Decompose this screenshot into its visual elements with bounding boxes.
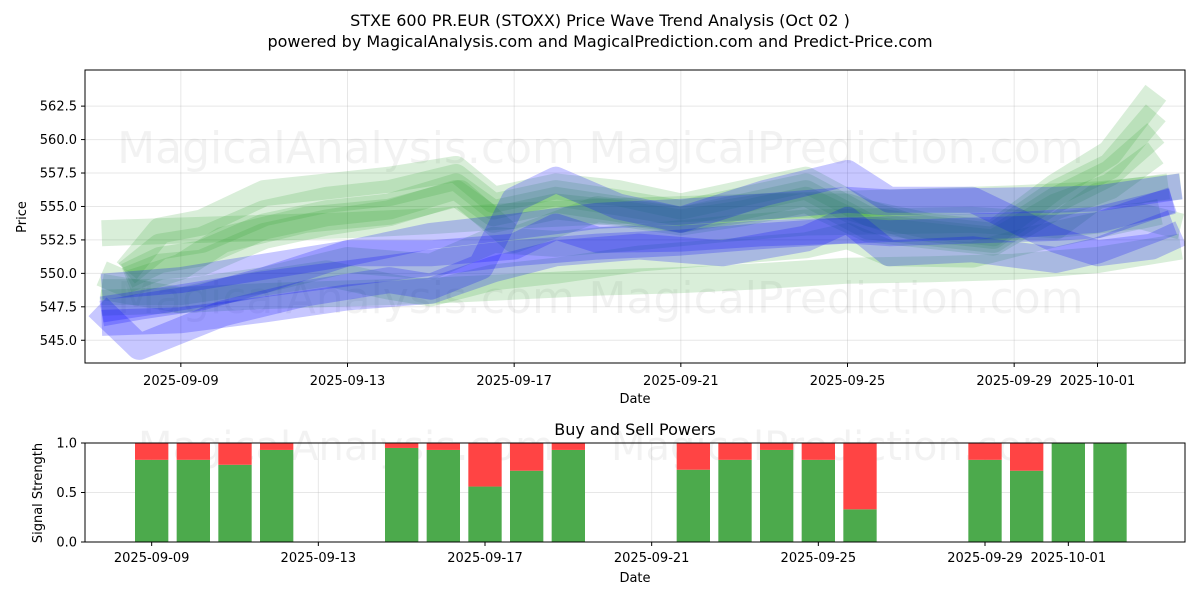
sell-bar (676, 443, 710, 470)
price-plot-frame (84, 69, 1186, 364)
buy-bar (426, 449, 460, 542)
price-watermark-1: MagicalAnalysis.com (117, 123, 575, 174)
sell-bar (385, 443, 419, 448)
price-x-tick-label: 2025-09-09 (143, 374, 219, 389)
buy-bar (760, 449, 794, 542)
price-series-blue-band-5 (100, 187, 1177, 300)
signal-x-tick-label: 2025-09-29 (947, 551, 1023, 566)
signal-x-tick-label: 2025-09-13 (281, 551, 357, 566)
price-watermark-4: MagicalPrediction.com (589, 273, 1084, 324)
price-series-green-band-6 (116, 84, 1167, 279)
price-series-blue-band-1 (88, 160, 1185, 360)
buy-bar (1051, 443, 1085, 542)
price-y-tick-label: 545.0 (40, 334, 77, 349)
sell-bar (426, 443, 460, 450)
buy-bar (260, 449, 294, 542)
sell-bar (1010, 443, 1044, 471)
price-series-green-band-4 (101, 173, 1183, 247)
price-x-tick-label: 2025-09-29 (976, 374, 1052, 389)
buy-bar (135, 459, 169, 542)
signal-x-tick-label: 2025-09-17 (447, 551, 523, 566)
sell-bar (760, 443, 794, 450)
price-y-tick-label: 547.5 (40, 300, 77, 315)
chart-title: STXE 600 PR.EUR (STOXX) Price Wave Trend… (350, 11, 850, 30)
price-y-tick-label: 550.0 (40, 267, 77, 282)
sell-bar (468, 443, 502, 487)
price-x-tick-label: 2025-09-25 (810, 374, 886, 389)
buy-bar (968, 459, 1002, 542)
price-x-tick-label: 2025-10-01 (1060, 374, 1136, 389)
price-series-blue-band-4 (101, 206, 1178, 336)
buy-bar (1093, 443, 1127, 542)
price-series-blue-band-2 (99, 188, 1176, 323)
price-watermark-3: MagicalAnalysis.com (117, 273, 575, 324)
signal-x-tick-label: 2025-09-25 (781, 551, 857, 566)
buy-bar (1010, 470, 1044, 542)
buy-bar (510, 470, 544, 542)
price-y-tick-label: 562.5 (40, 100, 77, 115)
price-series-blue-band-3 (99, 173, 1183, 327)
signal-plot: Buy and Sell Powers MagicalAnalysis.com … (31, 420, 1186, 586)
chart-subtitle: powered by MagicalAnalysis.com and Magic… (267, 32, 932, 51)
sell-bar (176, 443, 210, 460)
price-series-green-band-8 (121, 123, 1165, 288)
price-series-green-band-9 (121, 142, 1164, 293)
price-y-tick-label: 552.5 (40, 233, 77, 248)
signal-y-axis-label: Signal Strength (31, 443, 46, 543)
price-x-tick-label: 2025-09-21 (643, 374, 719, 389)
sell-bar (968, 443, 1002, 460)
signal-y-tick-label: 0.0 (56, 536, 77, 551)
sell-bar (135, 443, 169, 460)
price-series-green-band-5 (101, 233, 1183, 316)
price-grid (85, 70, 1185, 363)
buy-bar (218, 464, 252, 542)
signal-y-tick-label: 1.0 (56, 437, 77, 452)
buy-bar (718, 459, 752, 542)
sell-bar (218, 443, 252, 465)
buy-bar (385, 447, 419, 542)
price-series-green-band-2 (96, 173, 1171, 298)
price-y-tick-label: 557.5 (40, 167, 77, 182)
sell-bar (260, 443, 294, 450)
signal-x-tick-label: 2025-09-21 (614, 551, 690, 566)
buy-bar (468, 486, 502, 542)
price-plot: MagicalAnalysis.com MagicalPrediction.co… (15, 69, 1186, 407)
buy-bar (676, 469, 710, 542)
price-series-green-band-3 (99, 199, 1163, 314)
price-series-green-band-1 (101, 202, 1185, 306)
signal-x-tick-label: 2025-10-01 (1031, 551, 1107, 566)
signal-plot-title: Buy and Sell Powers (554, 420, 716, 439)
price-series-green-band-7 (118, 104, 1166, 284)
price-y-axis-label: Price (15, 201, 30, 233)
buy-bar (843, 509, 877, 542)
buy-bar (176, 459, 210, 542)
price-watermark-2: MagicalPrediction.com (589, 123, 1084, 174)
sell-bar (718, 443, 752, 460)
sell-bar (801, 443, 835, 460)
price-x-tick-label: 2025-09-17 (476, 374, 552, 389)
price-x-tick-label: 2025-09-13 (310, 374, 386, 389)
signal-y-tick-label: 0.5 (56, 486, 77, 501)
sell-bar (510, 443, 544, 471)
price-x-axis-label: Date (619, 392, 650, 407)
sell-bar (843, 443, 877, 510)
signal-x-tick-label: 2025-09-09 (114, 551, 190, 566)
signal-x-axis-label: Date (619, 571, 650, 586)
sell-bar (551, 443, 585, 450)
price-y-tick-label: 560.0 (40, 133, 77, 148)
buy-bar (801, 459, 835, 542)
price-y-tick-label: 555.0 (40, 200, 77, 215)
buy-bar (551, 449, 585, 542)
